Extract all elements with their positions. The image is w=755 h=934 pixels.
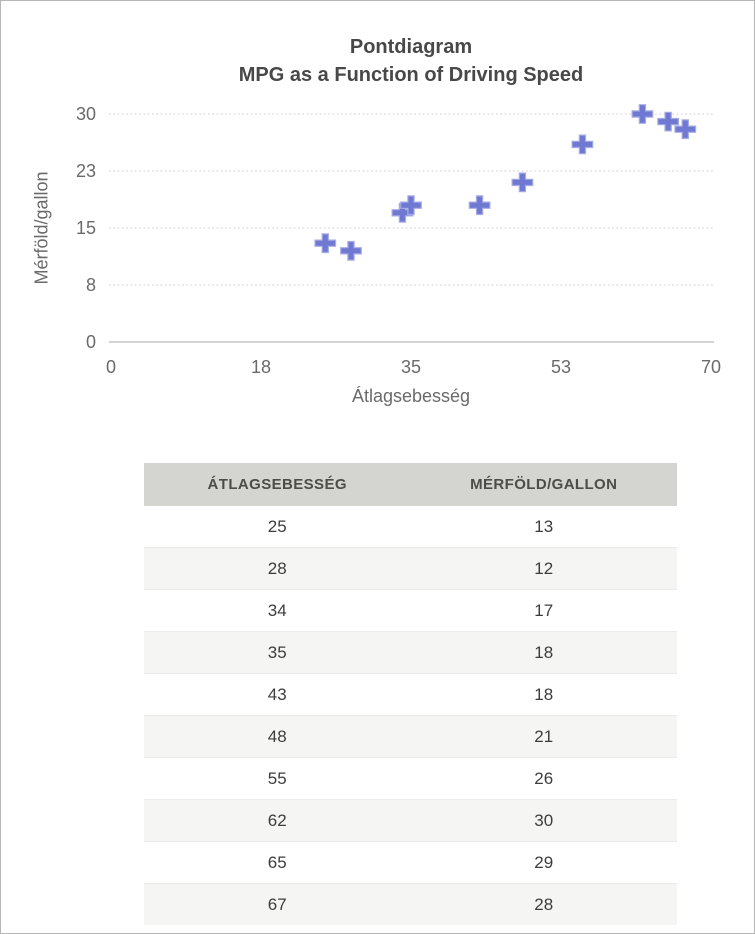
table-row: 55 26: [144, 757, 677, 800]
table-row: 62 30: [144, 799, 677, 842]
x-tick-label: 70: [701, 357, 721, 377]
scatter-point: [340, 240, 362, 261]
y-tick-label: 30: [76, 104, 96, 124]
table-cell: 48: [267, 726, 287, 746]
chart-title: Pontdiagram MPG as a Function of Driving…: [111, 33, 711, 89]
chart-title-line2: MPG as a Function of Driving Speed: [238, 64, 584, 86]
table-cell: 17: [534, 600, 554, 620]
y-tick-label: 0: [86, 332, 96, 352]
table-body: 25 13 28 12 34 17 35 18 43 18 48 21 55 26 62 30 65 29 67 28: [144, 506, 677, 925]
x-tick-label: 18: [251, 357, 271, 377]
table-header: ÁTLAGSEBESSÉG MÉRFÖLD/GALLON: [144, 463, 677, 506]
table-cell: 67: [267, 894, 287, 914]
table-cell: 30: [534, 810, 554, 830]
table-cell: 28: [267, 558, 287, 578]
table-cell: 62: [267, 810, 287, 830]
scatter-plot-area: 0 8 15 23 30 0 18 35 53 70: [76, 104, 721, 377]
table-row: 34 17: [144, 589, 677, 632]
y-axis-title: Mérföld/gallon: [31, 171, 52, 285]
scatter-point: [314, 233, 337, 254]
table-cell: 26: [534, 768, 554, 788]
table-row: 25 13: [144, 506, 677, 548]
table-cell: 55: [267, 768, 287, 788]
scatter-point: [511, 172, 534, 193]
table-cell: 12: [534, 558, 554, 578]
scatter-point: [571, 134, 594, 155]
y-tick-label: 8: [86, 275, 96, 295]
scatter-point: [400, 195, 422, 216]
table-cell: 29: [534, 852, 554, 872]
x-tick-label: 35: [401, 357, 421, 377]
y-tick-label: 23: [76, 161, 96, 181]
column-header: MÉRFÖLD/GALLON: [410, 463, 677, 506]
table-row: 65 29: [144, 841, 677, 884]
table-row: 35 18: [144, 631, 677, 674]
table-cell: 34: [267, 600, 287, 620]
table-row: 28 12: [144, 547, 677, 590]
chart-title-line1: Pontdiagram: [349, 36, 473, 58]
table-row: 67 28: [144, 883, 677, 925]
table-cell: 21: [534, 726, 554, 746]
scatter-point: [657, 111, 680, 132]
table-cell: 18: [534, 684, 554, 704]
table-cell: 28: [534, 894, 554, 914]
table-row: 48 21: [144, 715, 677, 758]
table-cell: 25: [267, 516, 287, 536]
y-tick-label: 15: [76, 218, 96, 238]
table-cell: 35: [267, 642, 287, 662]
scatter-point: [391, 202, 414, 223]
table-cell: 18: [534, 642, 554, 662]
scatter-point: [468, 195, 491, 216]
table-header-row: ÁTLAGSEBESSÉG MÉRFÖLD/GALLON: [144, 463, 677, 506]
table-cell: 43: [267, 684, 287, 704]
table-cell: 13: [534, 516, 554, 536]
table-cell: 65: [267, 852, 287, 872]
x-tick-label: 53: [551, 357, 571, 377]
scatter-point: [631, 104, 654, 124]
x-tick-label: 0: [106, 357, 116, 377]
column-header: ÁTLAGSEBESSÉG: [144, 463, 411, 506]
x-axis-title: Átlagsebesség: [351, 386, 471, 406]
data-table: ÁTLAGSEBESSÉG MÉRFÖLD/GALLON 25 13 28 12 34 17…: [144, 463, 677, 925]
table-row: 43 18: [144, 673, 677, 716]
scatter-point: [674, 119, 697, 140]
